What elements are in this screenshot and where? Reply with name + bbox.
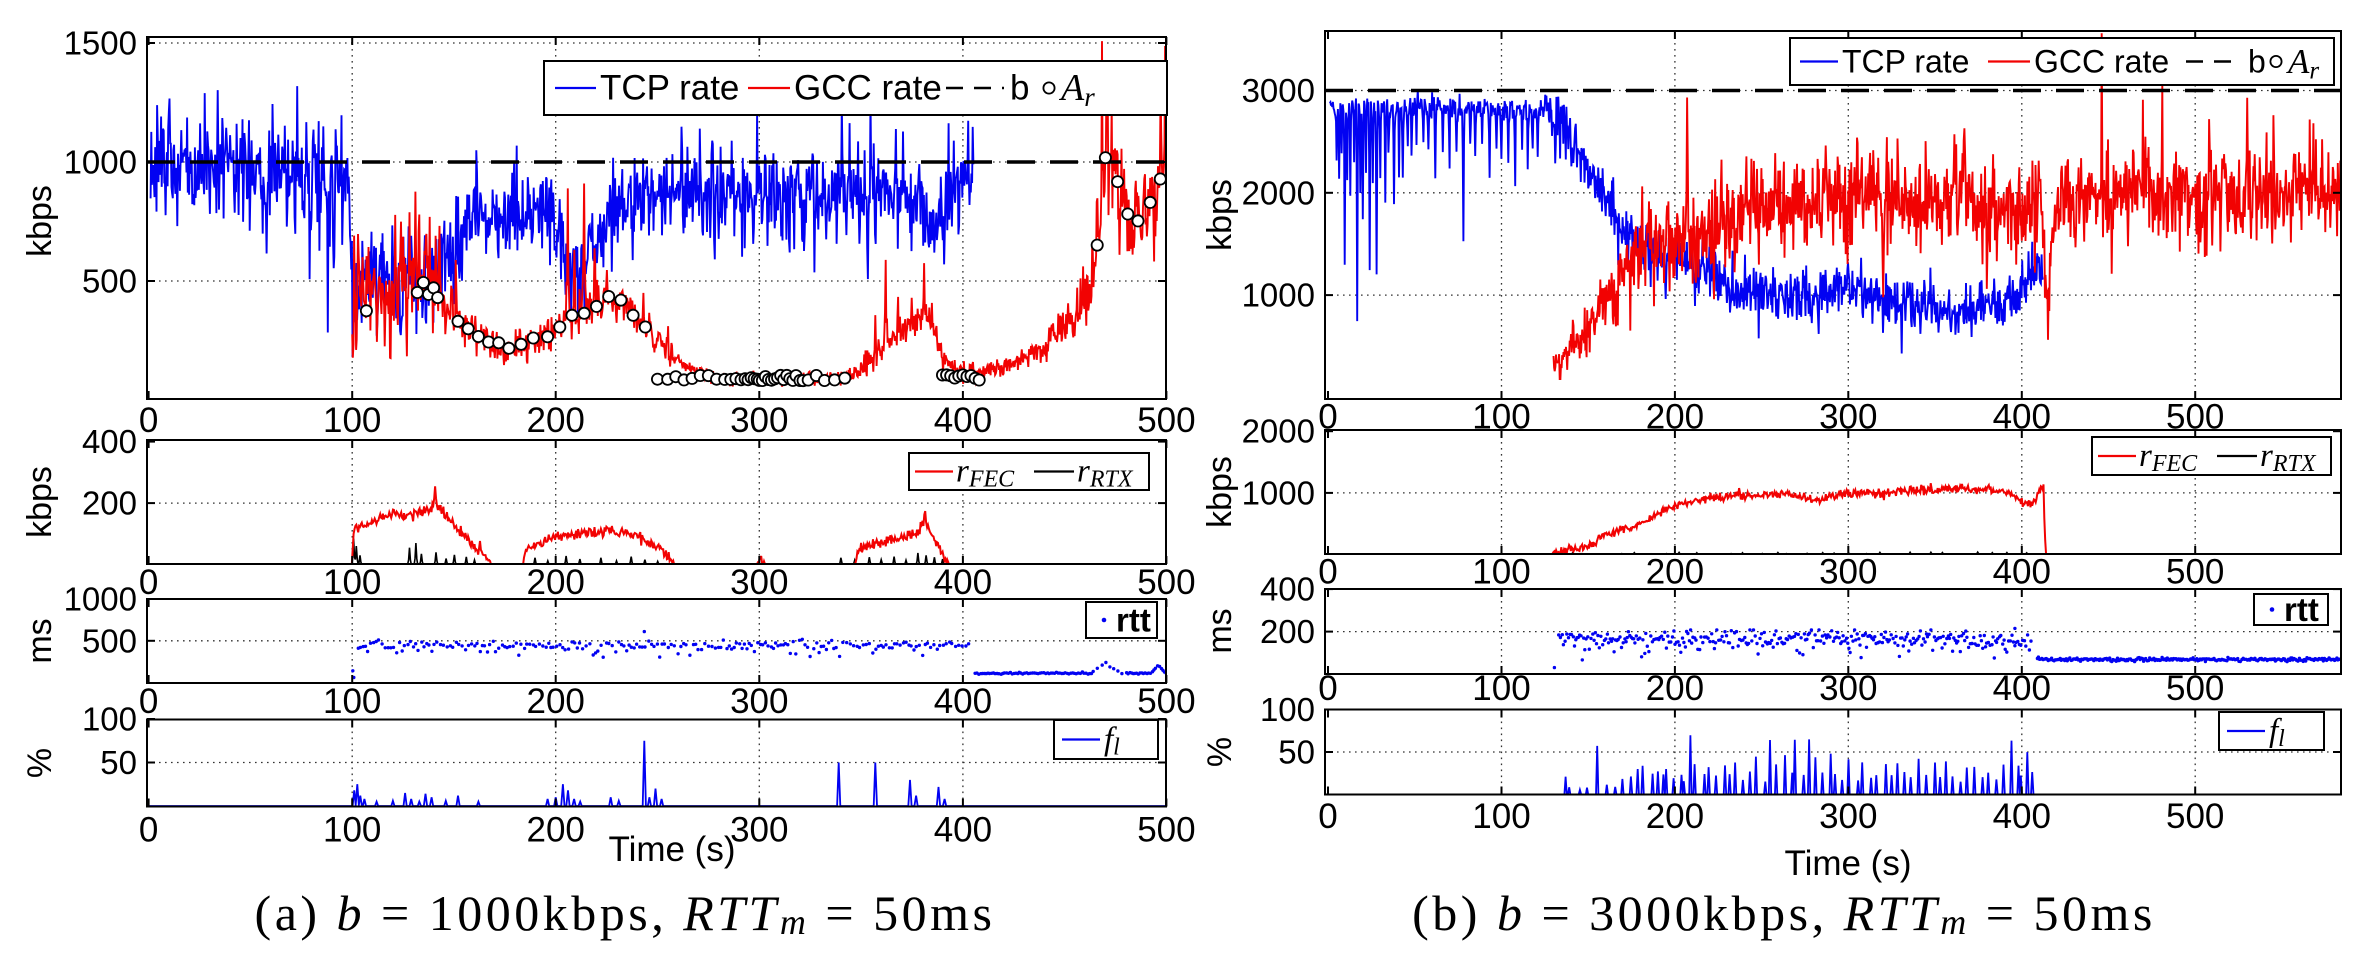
svg-text:100: 100 — [1472, 797, 1530, 836]
svg-text:100: 100 — [323, 563, 381, 602]
svg-text:100: 100 — [1472, 552, 1530, 591]
svg-text:400: 400 — [1993, 552, 2051, 591]
svg-text:50: 50 — [100, 744, 137, 781]
svg-text:200: 200 — [82, 485, 137, 522]
svg-text:TCP rate: TCP rate — [600, 69, 739, 108]
svg-text:1000: 1000 — [1242, 474, 1315, 511]
svg-text:200: 200 — [1646, 797, 1704, 836]
svg-text:400: 400 — [1993, 398, 2051, 437]
svg-text:500: 500 — [2166, 669, 2224, 708]
svg-text:300: 300 — [1819, 398, 1877, 437]
svg-text:500: 500 — [1137, 563, 1195, 602]
svg-text:100: 100 — [1472, 398, 1530, 437]
svg-text:500: 500 — [2166, 398, 2224, 437]
svg-text:400: 400 — [934, 563, 992, 602]
svg-text:0: 0 — [139, 811, 158, 850]
svg-text:200: 200 — [1646, 669, 1704, 708]
svg-text:0: 0 — [139, 401, 158, 440]
svg-text:300: 300 — [730, 401, 788, 440]
svg-text:%: % — [21, 748, 59, 778]
svg-text:400: 400 — [934, 811, 992, 850]
svg-text:b: b — [1010, 69, 1029, 108]
svg-text:kbps: kbps — [1201, 456, 1239, 528]
svg-text:200: 200 — [526, 682, 584, 721]
svg-text:100: 100 — [82, 701, 137, 738]
svg-text:100: 100 — [1472, 669, 1530, 708]
svg-text:0: 0 — [1318, 797, 1337, 836]
svg-text:0: 0 — [1318, 552, 1337, 591]
svg-text:500: 500 — [82, 263, 137, 300]
svg-text:200: 200 — [526, 401, 584, 440]
svg-text:100: 100 — [323, 811, 381, 850]
svg-text:1000: 1000 — [1242, 277, 1315, 314]
svg-text:400: 400 — [1260, 571, 1315, 608]
svg-text:3000: 3000 — [1242, 72, 1315, 109]
svg-text:200: 200 — [526, 563, 584, 602]
svg-text:0: 0 — [1318, 398, 1337, 437]
svg-text:500: 500 — [1137, 682, 1195, 721]
svg-text:ms: ms — [1201, 608, 1239, 653]
svg-text:Time (s): Time (s) — [1784, 844, 1911, 883]
svg-text:200: 200 — [1646, 552, 1704, 591]
svg-text:100: 100 — [323, 682, 381, 721]
svg-text:ms: ms — [21, 618, 59, 663]
svg-text:kbps: kbps — [21, 185, 59, 257]
svg-text:(b) b = 3000kbps, RTTm = 50ms: (b) b = 3000kbps, RTTm = 50ms — [1412, 885, 2156, 942]
svg-text:400: 400 — [1993, 669, 2051, 708]
svg-text:500: 500 — [1137, 811, 1195, 850]
svg-text:50: 50 — [1278, 734, 1315, 771]
svg-text:0: 0 — [139, 682, 158, 721]
svg-text:rtt: rtt — [1116, 602, 1151, 639]
svg-text:300: 300 — [730, 682, 788, 721]
svg-text:300: 300 — [1819, 669, 1877, 708]
svg-text:400: 400 — [1993, 797, 2051, 836]
svg-text:GCC rate: GCC rate — [2034, 44, 2169, 80]
svg-text:200: 200 — [1260, 613, 1315, 650]
svg-text:200: 200 — [526, 811, 584, 850]
svg-text:GCC rate: GCC rate — [794, 69, 942, 108]
svg-text:300: 300 — [1819, 797, 1877, 836]
svg-text:(a) b = 1000kbps, RTTm = 50ms: (a) b = 1000kbps, RTTm = 50ms — [255, 885, 996, 942]
svg-text:TCP rate: TCP rate — [1842, 44, 1969, 80]
svg-text:1000: 1000 — [64, 581, 137, 618]
svg-text:500: 500 — [82, 622, 137, 659]
svg-text:500: 500 — [2166, 552, 2224, 591]
svg-text:100: 100 — [323, 401, 381, 440]
svg-text:100: 100 — [1260, 691, 1315, 728]
svg-text:300: 300 — [730, 563, 788, 602]
svg-text:500: 500 — [1137, 401, 1195, 440]
svg-text:0: 0 — [139, 563, 158, 602]
svg-text:kbps: kbps — [21, 466, 59, 538]
svg-text:kbps: kbps — [1201, 179, 1239, 251]
svg-text:300: 300 — [730, 811, 788, 850]
svg-text:1500: 1500 — [64, 25, 137, 62]
svg-text:2000: 2000 — [1242, 413, 1315, 450]
svg-text:200: 200 — [1646, 398, 1704, 437]
svg-text:b: b — [2248, 44, 2266, 80]
svg-text:rtt: rtt — [2284, 591, 2319, 628]
svg-text:500: 500 — [2166, 797, 2224, 836]
svg-text:400: 400 — [934, 682, 992, 721]
svg-text:1000: 1000 — [64, 144, 137, 181]
svg-text:%: % — [1201, 737, 1239, 767]
svg-text:0: 0 — [1318, 669, 1337, 708]
svg-text:300: 300 — [1819, 552, 1877, 591]
svg-text:Time (s): Time (s) — [608, 830, 735, 869]
svg-text:400: 400 — [934, 401, 992, 440]
svg-text:2000: 2000 — [1242, 174, 1315, 211]
svg-text:400: 400 — [82, 423, 137, 460]
